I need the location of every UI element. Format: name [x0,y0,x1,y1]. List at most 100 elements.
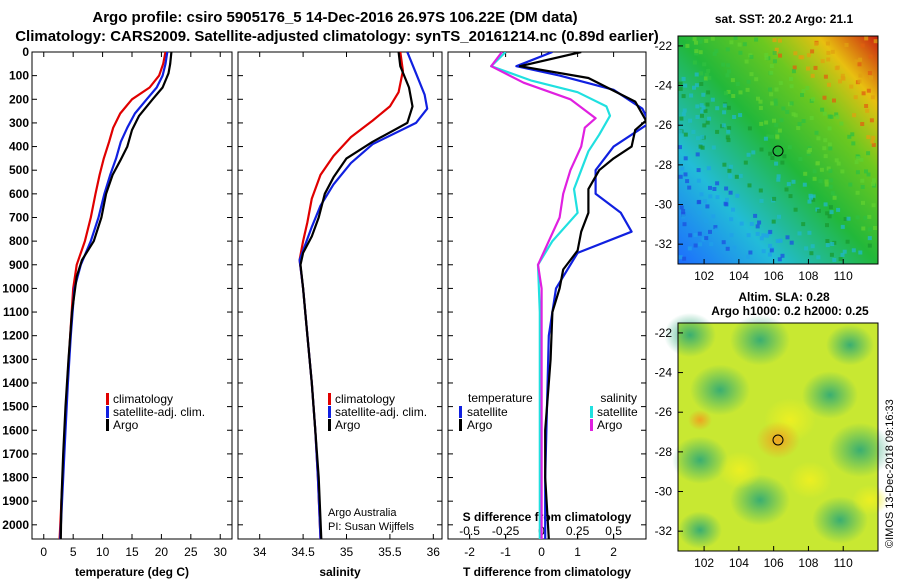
sst-pixel [774,87,779,92]
sla-blob [826,324,874,366]
sst-pixel [866,172,871,177]
sst-pixel [751,150,756,155]
sst-pixel [698,50,703,55]
sst-pixel [724,186,729,191]
sst-pixel [788,194,793,199]
sst-pixel [823,202,828,207]
sst-pixel [729,217,734,222]
sst-pixel [823,138,828,143]
sla-blob [664,312,716,358]
sst-pixel [834,158,839,163]
sst-pixel [780,160,785,165]
sst-pixel [770,101,775,106]
legend-satellite-label: satellite-adj. clim. [113,405,205,419]
sst-pixel [697,199,702,204]
sst-pixel [791,112,796,117]
sst-pixel [712,51,717,56]
sst-pixel [806,53,811,58]
sst-pixel [687,185,692,190]
sst-pixel [810,73,815,78]
sst-pixel [702,62,707,67]
sst-pixel [838,79,842,84]
y-tick-label: 1300 [2,352,29,366]
sst-pixel [721,240,726,245]
sla-blob [802,371,858,419]
sst-pixel [809,195,813,200]
sst-pixel [700,135,705,140]
sst-map: 102 104 106 108 110 -22 -24 -26 -28 -30 -32 [655,35,879,283]
sst-pixel [789,84,794,89]
sst-pixel [860,122,865,126]
sst-pixel [692,60,697,65]
legend-sal-satellite-swatch [590,406,593,418]
sst-pixel [860,43,865,48]
sst-pixel [761,233,766,238]
map-y-tick-label: -32 [655,524,673,538]
sla-map-title2: Argo h1000: 0.2 h2000: 0.25 [711,304,869,318]
sst-pixel [732,245,737,250]
sla-map-ticks: 102 104 106 108 110 -22 -24 -26 -28 -30 -32 [655,326,853,570]
sst-pixel [703,76,708,81]
s-tick-label: 0.5 [605,524,622,538]
sst-pixel [838,257,843,262]
s-tick-label: -0.5 [459,524,480,538]
sst-pixel [800,93,804,97]
sst-pixel [778,238,783,243]
sst-pixel [680,166,685,171]
sst-pixel [777,257,782,262]
map-x-tick-label: 108 [798,269,818,283]
sst-pixel [749,54,754,59]
x-tick-label: 34.5 [291,545,315,559]
sst-pixel [797,122,802,127]
y-tick-label: 2000 [2,518,29,532]
sst-pixel [744,59,749,64]
legend-satellite-swatch [328,406,331,418]
sst-pixel [863,215,868,220]
y-tick-label: 1100 [3,305,29,319]
legend-satellite-label: satellite-adj. clim. [335,405,427,419]
sst-pixel [793,113,798,118]
sst-pixel [806,149,811,154]
sst-pixel [767,252,772,257]
sst-pixel [826,50,831,55]
sst-pixel [711,214,716,219]
legend-argo-label: Argo [113,418,139,432]
sst-pixel [704,218,709,223]
sst-pixel [806,66,810,71]
sst-pixel [866,88,871,93]
sst-map-speckle [678,36,878,262]
sst-pixel [828,205,833,210]
sst-pixel [827,214,832,219]
sst-pixel [678,86,683,91]
sst-pixel [858,73,863,78]
sst-pixel [678,129,683,134]
sst-pixel [738,113,743,118]
sst-pixel [683,156,688,161]
sst-pixel [721,62,726,67]
sst-pixel [694,72,699,77]
sst-pixel [726,63,731,68]
sst-pixel [781,106,786,111]
salinity-panel: 34 34.5 35 35.5 36 salinity [237,51,443,579]
credit-line1: Argo Australia [328,507,397,519]
sst-pixel [683,83,688,88]
sst-pixel [706,68,711,73]
sst-pixel [836,161,841,166]
sst-pixel [700,145,705,150]
sst-pixel [696,178,701,183]
sst-pixel [827,82,831,87]
credit-line2: PI: Susan Wijffels [328,521,414,533]
sst-pixel [721,123,726,128]
sst-pixel [868,227,872,232]
map-x-tick-label: 106 [764,556,784,570]
sst-pixel [749,222,754,226]
y-tick-label: 1600 [2,423,29,437]
sst-pixel [840,252,845,257]
sst-pixel [770,156,775,160]
sst-pixel [869,118,874,123]
sst-pixel [688,118,693,123]
map-x-tick-label: 108 [798,556,818,570]
sst-pixel [802,182,807,187]
sst-pixel [776,174,781,179]
sst-pixel [694,49,699,54]
